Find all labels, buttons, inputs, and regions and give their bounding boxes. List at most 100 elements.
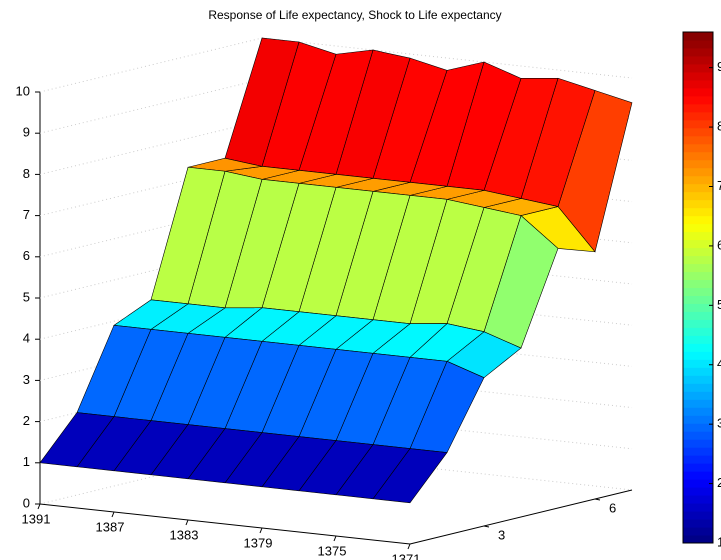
colorbar-cell [683,287,713,296]
colorbar-cell [683,503,713,512]
colorbar-cell [683,511,713,520]
colorbar-cell [683,223,713,233]
colorbar-cell [683,127,713,137]
colorbar-cell [683,32,713,41]
colorbar-cell [683,87,713,97]
colorbar-cell [683,71,713,81]
colorbar-cell [683,159,713,169]
colorbar-tick-label: 7 [717,178,721,193]
colorbar-cell [683,431,713,440]
y-tick [483,525,490,528]
colorbar-cell [683,247,713,257]
z-tick-label: 0 [23,495,30,510]
colorbar-cell [683,383,713,392]
colorbar-frame [682,31,714,544]
colorbar-cell [683,391,713,400]
x-tick [37,503,41,510]
colorbar-cell [683,199,713,209]
colorbar-cell [683,535,713,544]
colorbar-cell [683,463,713,472]
colorbar-cell [683,527,713,536]
colorbar-cell [683,103,713,113]
colorbar-cell [683,231,713,241]
colorbar-tick-label: 6 [717,237,721,252]
colorbar-cell [683,343,713,352]
grid-line [39,78,263,134]
colorbar-tick-label: 5 [717,297,721,312]
z-tick-label: 6 [23,248,30,263]
colorbar-tick-label: 4 [717,356,721,371]
colorbar-cell [683,95,713,105]
x-tick-label: 1379 [244,535,273,550]
colorbar-cell [683,111,713,121]
colorbar-cell [683,359,713,368]
colorbar-tick-label: 9 [717,59,721,74]
colorbar-cell [683,39,713,49]
colorbar-cell [683,263,713,273]
x-tick-label: 1371 [392,551,421,560]
colorbar-cell [683,63,713,73]
colorbar-cell [683,367,713,376]
z-tick-label: 7 [23,207,30,222]
x-tick-label: 1375 [318,543,347,558]
colorbar-cell [683,335,713,344]
z-tick-label: 3 [23,372,30,387]
colorbar-cell [683,167,713,177]
grid-line [39,37,263,93]
colorbar-cell [683,319,713,328]
colorbar-cell [683,175,713,185]
colorbar-cell [683,119,713,129]
z-tick-label: 1 [23,454,30,469]
colorbar-cell [683,407,713,416]
x-axis [39,503,411,545]
z-tick-label: 9 [23,125,30,140]
x-tick [259,527,263,534]
x-tick-label: 1383 [170,527,199,542]
colorbar-cell [683,255,713,265]
colorbar-cell [683,303,713,312]
colorbar-cell [683,519,713,528]
z-tick-label: 4 [23,331,30,346]
colorbar-cell [683,495,713,504]
x-tick-label: 1391 [22,511,51,526]
colorbar-cell [683,151,713,161]
z-tick-label: 8 [23,166,30,181]
x-tick [333,535,337,542]
z-tick-label: 10 [16,83,30,98]
colorbar-cell [683,215,713,225]
y-tick-label: 6 [609,500,616,515]
colorbar-cell [683,311,713,320]
colorbar-cell [683,471,713,480]
colorbar-cell [683,487,713,496]
colorbar-cell [683,183,713,193]
colorbar-cell [683,143,713,153]
y-tick [594,498,601,501]
chart-title: Response of Life expectancy, Shock to Li… [208,8,501,22]
colorbar-cell [683,207,713,217]
colorbar-tick-label: 1 [717,534,721,549]
colorbar-cell [683,239,713,249]
colorbar-cell [683,439,713,448]
colorbar-cell [683,327,713,336]
colorbar-cell [683,135,713,145]
colorbar-cell [683,399,713,408]
colorbar-cell [683,423,713,432]
colorbar-tick-label: 8 [717,119,721,134]
x-tick [185,519,189,526]
surface-patch [39,412,115,468]
colorbar-cell [683,455,713,464]
colorbar-tick-label: 3 [717,416,721,431]
z-tick-label: 5 [23,289,30,304]
colorbar-cell [683,447,713,456]
z-tick-label: 2 [23,413,30,428]
colorbar-cell [683,79,713,89]
colorbar-cell [683,271,713,281]
y-tick-label: 3 [498,527,505,542]
colorbar-cell [683,55,713,65]
colorbar-tick-label: 2 [717,475,721,490]
y-axis [409,489,633,545]
x-tick-label: 1387 [96,519,125,534]
colorbar-cell [683,351,713,360]
x-tick [111,511,115,518]
